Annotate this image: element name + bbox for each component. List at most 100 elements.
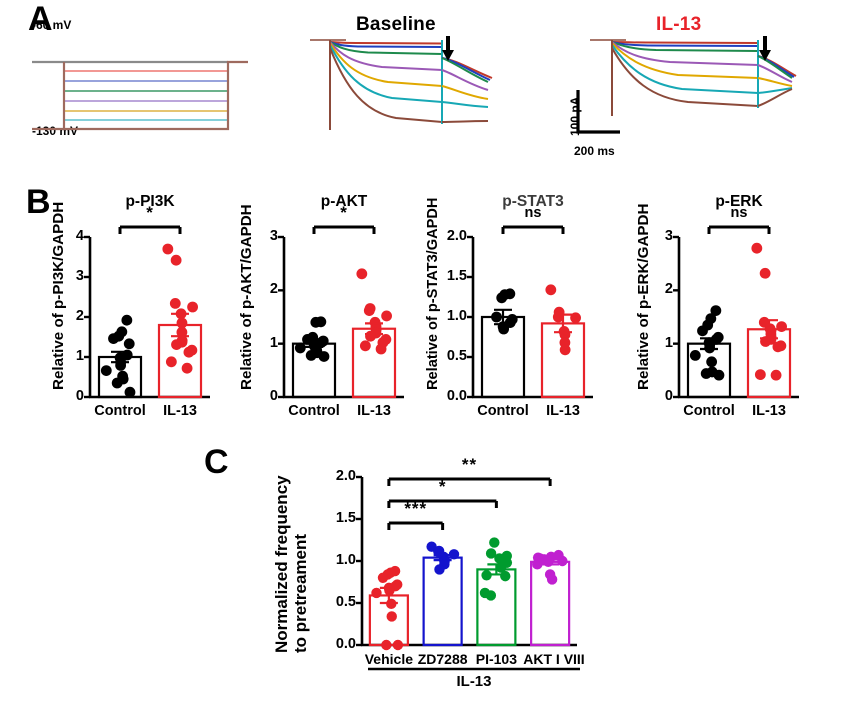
chart-perk-point	[713, 369, 725, 381]
down-arrow-icon	[442, 36, 454, 61]
trace-title-il13: IL-13	[656, 14, 702, 35]
panel-c-group-label: IL-13	[456, 673, 492, 690]
chart-panel-c-point	[543, 556, 554, 568]
panel-b: B p-PI3K Relative of p-PI3K/GAPDH 0 1 2 3 4 Con…	[0, 185, 843, 435]
chart-pakt-ytick-3: 3	[269, 228, 278, 244]
chart-ppi3k-xtick-1: IL-13	[163, 403, 197, 419]
chart-panel-c-point	[448, 549, 460, 560]
chart-pakt-point	[294, 342, 306, 354]
chart-pakt-point	[356, 268, 368, 280]
chart-panel-c-significance-1: *	[438, 477, 447, 496]
voltage-bottom-label: -130 mV	[32, 124, 79, 138]
chart-ppi3k-ytick-3: 3	[75, 268, 84, 284]
chart-ppi3k-title: p-PI3K	[125, 193, 175, 210]
chart-panel-c-point	[392, 639, 404, 651]
chart-pstat3-significance-0: ns	[524, 205, 542, 221]
chart-ppi3k-ytick-0: 0	[75, 388, 84, 404]
chart-ppi3k-ytick-4: 4	[75, 228, 84, 244]
chart-pstat3-point	[552, 311, 564, 323]
chart-perk-xtick-1: IL-13	[752, 403, 786, 419]
chart-ppi3k-point	[170, 254, 182, 266]
chart-panel-c-ytick-3: 1.5	[335, 510, 356, 526]
chart-ppi3k-point	[123, 338, 135, 350]
voltage-protocol-diagram: -60 mV -130 mV	[18, 18, 248, 150]
chart-panel-c-ytick-0: 0.0	[335, 636, 356, 652]
chart-ppi3k-point	[162, 243, 174, 255]
chart-panel-c-point	[386, 598, 397, 610]
chart-panel-c-point	[532, 559, 543, 570]
chart-perk-point	[754, 369, 766, 380]
chart-pakt-point	[359, 340, 371, 352]
chart-pstat3-ytick-4: 2.0	[446, 228, 467, 244]
chart-pakt-point	[363, 305, 375, 316]
chart-panel-c-bar-2	[476, 568, 517, 647]
chart-panel-c-point	[485, 590, 497, 601]
chart-perk-point	[710, 305, 722, 316]
chart-perk-point	[770, 369, 782, 381]
chart-panel-c-ytick-1: 0.5	[335, 594, 356, 610]
chart-pstat3-point	[496, 292, 508, 304]
chart-perk-significance-0: ns	[730, 205, 748, 221]
il13-trace-svg	[590, 36, 797, 116]
chart-pstat3-point	[491, 311, 502, 323]
chart-pstat3-title: p-STAT3	[502, 193, 564, 210]
chart-pakt-point	[310, 316, 322, 328]
chart-panel-c-point	[500, 570, 511, 582]
chart-pakt-point	[375, 343, 387, 355]
chart-panel-c-ytick-4: 2.0	[335, 468, 356, 484]
chart-perk-point	[760, 336, 771, 347]
chart-ppi3k-point	[100, 365, 112, 376]
chart-pakt-title: p-AKT	[320, 193, 368, 210]
chart-pstat3-xtick-0: Control	[477, 403, 529, 419]
chart-panel-c-point	[384, 585, 395, 596]
chart-pstat3-ytick-2: 1.0	[446, 308, 467, 324]
chart-panel-c-xtick-2: PI-103	[475, 651, 517, 667]
chart-perk-point	[772, 341, 784, 353]
panel-a-letter: A	[28, 0, 53, 38]
baseline-trace-svg	[310, 36, 493, 130]
chart-ppi3k-point	[165, 356, 177, 368]
chart-panel-c-point	[557, 555, 568, 567]
panel-c-group-bracket	[368, 667, 580, 671]
chart-ppi3k-significance-0: *	[146, 203, 154, 222]
chart-pstat3-xtick-1: IL-13	[546, 403, 580, 419]
chart-ppi3k-point	[124, 386, 136, 398]
chart-panel-c-point	[546, 574, 558, 585]
chart-panel-c-significance-2: **	[461, 455, 478, 474]
panel-c-letter: C	[204, 443, 229, 481]
chart-ppi3k-point	[169, 298, 181, 309]
chart-ppi3k-point	[108, 333, 119, 344]
chart-panel-c-ytick-2: 1.0	[335, 552, 356, 568]
chart-pakt-significance-0: *	[340, 203, 348, 222]
scale-bar: 100 pA 200 ms	[556, 84, 666, 164]
chart-panel-c-point	[489, 537, 500, 548]
chart-perk-ytick-2: 2	[664, 281, 673, 298]
chart-pakt: p-AKT Relative of p-AKT/GAPDH 0 1 2 3 Control I…	[222, 185, 422, 435]
chart-ppi3k-point	[187, 301, 198, 313]
chart-panel-c-point	[381, 639, 392, 651]
chart-pakt-point	[381, 310, 392, 322]
panel-a: A -60 mV -130 mV	[0, 0, 843, 185]
chart-perk-point	[751, 242, 763, 254]
chart-pstat3-point	[570, 312, 581, 324]
panel-b-letter: B	[26, 183, 51, 221]
chart-pakt-point	[365, 330, 376, 342]
down-arrow-icon	[759, 36, 771, 61]
chart-pakt-xtick-0: Control	[288, 403, 340, 419]
chart-panel-c-significance-0: ***	[404, 499, 428, 518]
chart-perk-point	[700, 368, 712, 379]
chart-ppi3k-point	[121, 314, 133, 326]
trace-title-baseline: Baseline	[356, 14, 436, 35]
chart-panel-c-svg	[356, 475, 577, 651]
scale-bar-horizontal-label: 200 ms	[574, 144, 615, 158]
chart-pstat3-point	[498, 323, 510, 335]
chart-ppi3k-xtick-0: Control	[94, 403, 146, 419]
chart-pakt-point	[318, 351, 330, 362]
voltage-top-label: -60 mV	[32, 18, 72, 32]
chart-pstat3-point	[559, 344, 571, 356]
chart-ppi3k: p-PI3K Relative of p-PI3K/GAPDH 0 1 2 3 4 Contr…	[28, 185, 228, 435]
chart-ppi3k-point	[176, 317, 188, 329]
chart-pstat3-ytick-3: 1.5	[446, 268, 467, 284]
chart-panel-c-point	[377, 572, 389, 583]
chart-pakt-ytick-2: 2	[269, 281, 278, 298]
